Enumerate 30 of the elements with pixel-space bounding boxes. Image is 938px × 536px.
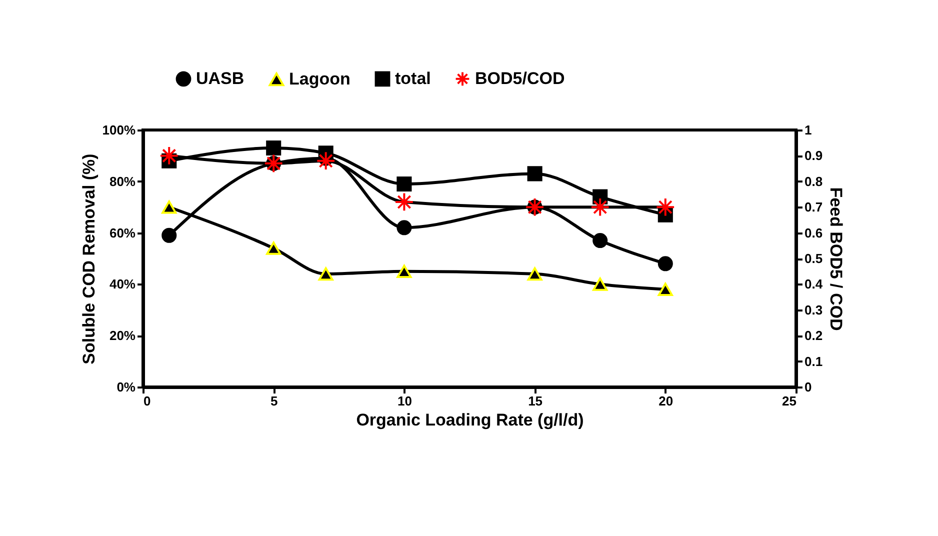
x-axis-title: Organic Loading Rate (g/l/d) xyxy=(356,410,584,430)
y2-tick-label: 0.8 xyxy=(804,174,823,189)
y-tick-label: 40% xyxy=(109,276,136,292)
x-tick-label: 25 xyxy=(782,394,796,408)
y-axis-title: Soluble COD Removal (%) xyxy=(79,154,98,364)
y2-tick-label: 0.6 xyxy=(804,225,823,240)
y2-tick-label: 0 xyxy=(804,380,812,394)
legend-label: total xyxy=(395,68,431,88)
y-tick-label: 20% xyxy=(109,328,136,344)
y-tick-label: 100% xyxy=(102,122,136,138)
y2-tick-label: 0.1 xyxy=(804,354,823,369)
y-tick-label: 80% xyxy=(109,174,136,189)
x-tick-label: 5 xyxy=(270,394,278,408)
y2-tick-label: 0.2 xyxy=(804,328,823,344)
y2-tick-label: 0.9 xyxy=(804,148,823,164)
x-tick-label: 15 xyxy=(528,394,543,408)
y-tick-label: 0% xyxy=(116,380,136,394)
legend-label: BOD5/COD xyxy=(475,68,565,88)
legend-label: Lagoon xyxy=(289,69,350,88)
y2-tick-label: 0.4 xyxy=(804,276,824,292)
y2-tick-label: 0.5 xyxy=(804,251,823,266)
y2-tick-label: 0.3 xyxy=(804,302,823,318)
y-tick-label: 60% xyxy=(109,225,136,240)
x-tick-label: 20 xyxy=(658,394,674,408)
y2-tick-label: 1 xyxy=(804,122,812,138)
x-tick-label: 10 xyxy=(397,394,412,408)
legend-label: UASB xyxy=(196,68,244,88)
x-tick-label: 0 xyxy=(144,394,151,408)
y2-tick-label: 0.7 xyxy=(804,200,823,215)
y2-axis-title: Feed BOD5 / COD xyxy=(826,187,846,331)
